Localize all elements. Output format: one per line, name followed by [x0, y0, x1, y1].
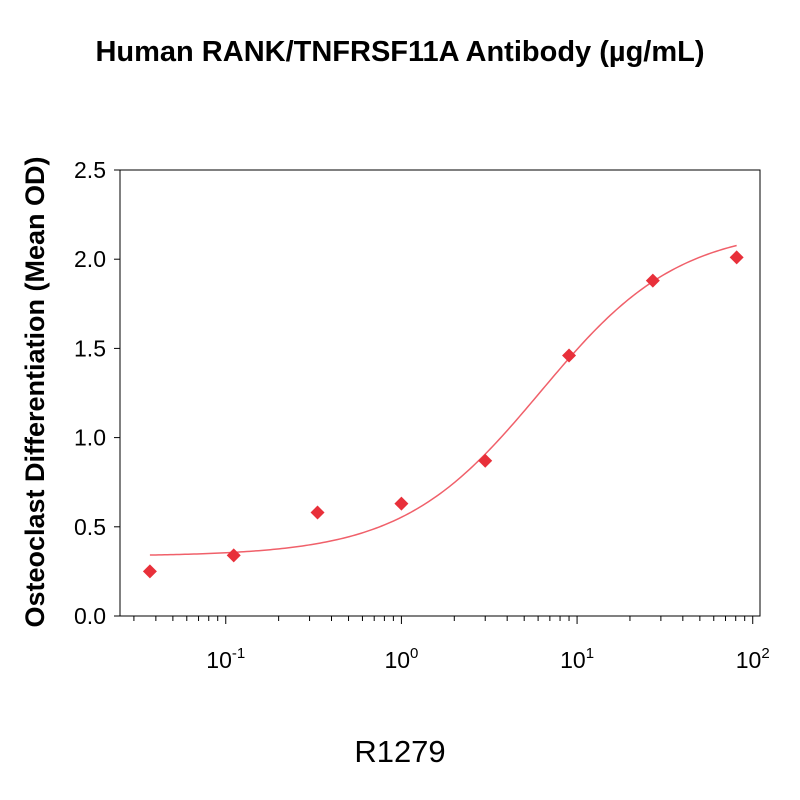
footer-label: R1279: [354, 734, 446, 769]
x-tick-label: 100: [384, 645, 418, 673]
data-point: [645, 273, 660, 288]
x-tick-label: 102: [736, 645, 770, 673]
data-point: [729, 250, 744, 265]
y-axis: 0.0 0.5 1.0 1.5 2.0 2.5: [74, 157, 120, 629]
y-tick-label: 0.5: [74, 514, 106, 540]
data-point: [310, 505, 325, 520]
y-tick-label: 2.5: [74, 157, 106, 183]
data-point: [142, 564, 157, 579]
x-axis: 10-1 100 101 102: [133, 616, 770, 673]
data-point: [226, 548, 241, 563]
plot-area: [119, 169, 761, 617]
y-tick-label: 0.0: [74, 603, 106, 629]
y-tick-label: 2.0: [74, 246, 106, 272]
fit-curve: [149, 244, 737, 556]
data-point: [394, 496, 409, 511]
y-axis-label: Osteoclast Differentiation (Mean OD): [20, 156, 50, 627]
data-points: [142, 250, 744, 579]
x-tick-label: 101: [560, 645, 594, 673]
y-tick-label: 1.5: [74, 335, 106, 361]
y-tick-label: 1.0: [74, 425, 106, 451]
plot-frame: [119, 169, 761, 617]
x-tick-label: 10-1: [206, 645, 245, 673]
data-point: [478, 453, 493, 468]
chart-title: Human RANK/TNFRSF11A Antibody (µg/mL): [95, 36, 705, 68]
data-point: [562, 348, 577, 363]
